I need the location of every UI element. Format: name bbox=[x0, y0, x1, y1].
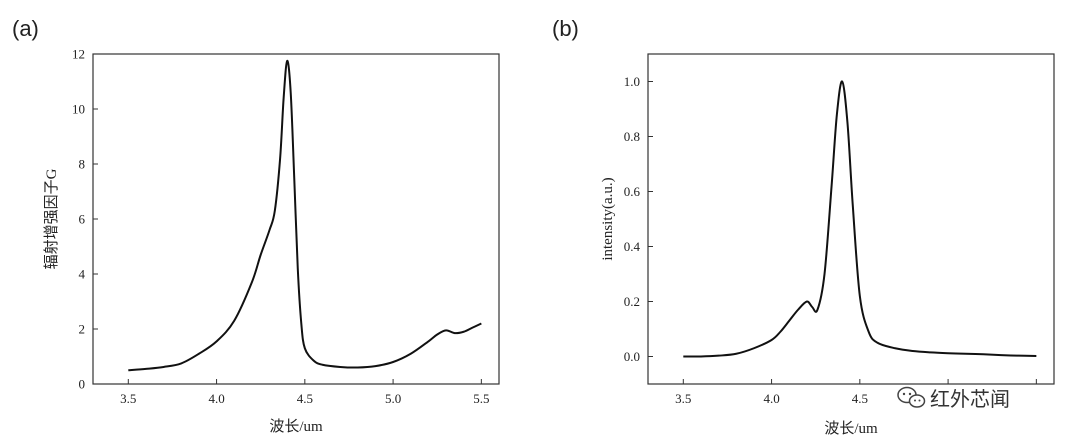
x-axis-a: 3.5 4.0 4.5 5.0 5.5 bbox=[120, 379, 489, 406]
series-line-b bbox=[683, 80, 1037, 358]
panel-label-b: (b) bbox=[552, 16, 579, 41]
y-tick-label: 0.8 bbox=[624, 129, 640, 144]
x-tick-label: 4.0 bbox=[763, 391, 779, 406]
y-tick-label: 0.0 bbox=[624, 349, 640, 364]
y-tick-label: 12 bbox=[72, 47, 85, 62]
x-tick-label: 4.5 bbox=[297, 391, 313, 406]
x-tick-label: 3.5 bbox=[120, 391, 136, 406]
y-tick-label: 0.4 bbox=[624, 239, 641, 254]
y-axis-a: 0 2 4 6 8 10 12 bbox=[72, 47, 98, 392]
x-tick-label: 3.5 bbox=[675, 391, 691, 406]
y-axis-title-a: 辐射增强因子G bbox=[43, 168, 60, 269]
y-tick-label: 1.0 bbox=[624, 74, 640, 89]
y-tick-label: 6 bbox=[79, 212, 86, 227]
y-tick-label: 0 bbox=[79, 377, 86, 392]
x-tick-label: 4.0 bbox=[208, 391, 224, 406]
y-axis-title-b: intensity(a.u.) bbox=[600, 177, 616, 260]
y-tick-label: 0.6 bbox=[624, 184, 641, 199]
y-tick-label: 2 bbox=[79, 322, 86, 337]
x-tick-label: 5.0 bbox=[385, 391, 401, 406]
y-axis-b: 0.0 0.2 0.4 0.6 0.8 1.0 bbox=[624, 74, 653, 364]
series-line-a bbox=[128, 59, 482, 372]
x-tick-label: 4.5 bbox=[852, 391, 868, 406]
x-tick-label: 5.5 bbox=[473, 391, 489, 406]
watermark: 红外芯闻 bbox=[897, 386, 1010, 411]
plot-frame-b bbox=[647, 53, 1055, 385]
wechat-icon bbox=[897, 386, 926, 408]
chart-a: (a) 3.5 4.0 4.5 5.0 5.5 0 2 4 6 8 10 12 波长/um 辐射增强… bbox=[12, 16, 500, 435]
y-tick-label: 10 bbox=[72, 102, 85, 117]
x-axis-b: 3.5 4.0 4.5 bbox=[675, 379, 1037, 406]
y-tick-label: 4 bbox=[79, 267, 86, 282]
x-axis-title-b: 波长/um bbox=[824, 420, 878, 437]
panel-label-a: (a) bbox=[12, 16, 39, 41]
watermark-text: 红外芯闻 bbox=[930, 387, 1010, 411]
y-tick-label: 8 bbox=[79, 157, 86, 172]
y-tick-label: 0.2 bbox=[624, 294, 640, 309]
x-axis-title-a: 波长/um bbox=[269, 418, 323, 435]
chart-b: (b) 3.5 4.0 4.5 0.0 0.2 0.4 0.6 0.8 1.0 波长/um i… bbox=[552, 16, 1055, 437]
